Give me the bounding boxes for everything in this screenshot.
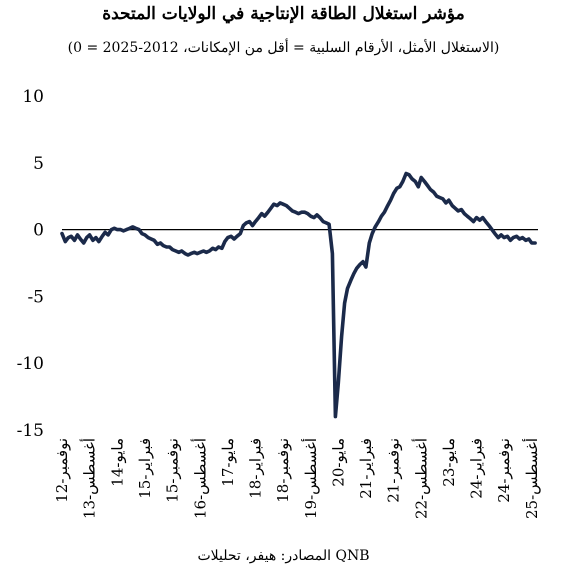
x-tick-label: مايو-20 xyxy=(329,438,347,487)
chart-title: مؤشر استغلال الطاقة الإنتاجية في الولايا… xyxy=(102,4,465,24)
x-tick-label: نوفمبر-24 xyxy=(495,438,513,503)
y-axis: 10 5 0 -5 -10 -15 xyxy=(17,87,44,441)
x-tick-label: أغسطس-19 xyxy=(301,438,320,519)
x-tick-label: فبراير-24 xyxy=(468,438,486,499)
x-tick-label: أغسطس-16 xyxy=(190,438,209,519)
x-tick-label: أغسطس-22 xyxy=(411,438,430,519)
x-tick-label: فبراير-15 xyxy=(136,438,154,499)
x-tick-label: مايو-23 xyxy=(440,438,458,487)
y-tick-label: 0 xyxy=(33,221,44,241)
x-tick-label: مايو-17 xyxy=(219,438,237,487)
x-tick-label: نوفمبر-12 xyxy=(53,438,71,503)
x-tick-label: فبراير-21 xyxy=(357,438,375,499)
x-tick-label: نوفمبر-18 xyxy=(274,438,292,503)
chart-subtitle: (0 = الاستغلال الأمثل، الأرقام السلبية =… xyxy=(67,40,500,56)
y-tick-label: -10 xyxy=(17,354,44,374)
y-tick-label: 10 xyxy=(22,87,44,107)
x-axis: نوفمبر-12 أغسطس-13 مايو-14 فبراير-15 نوفمبر-… xyxy=(53,438,541,519)
x-tick-label: فبراير-18 xyxy=(247,438,265,499)
y-tick-label: -15 xyxy=(17,421,44,441)
x-tick-label: نوفمبر-21 xyxy=(385,438,403,503)
chart-source: المصادر: هيفر، تحليلات QNB xyxy=(197,548,370,564)
y-tick-label: 5 xyxy=(33,154,44,174)
series-layer xyxy=(60,171,537,419)
x-tick-label: أغسطس-13 xyxy=(80,438,99,519)
x-tick-label: مايو-14 xyxy=(108,438,126,487)
x-tick-label: نوفمبر-15 xyxy=(164,438,182,503)
x-tick-label: أغسطس-25 xyxy=(522,438,541,519)
y-tick-label: -5 xyxy=(27,287,44,307)
series-line xyxy=(60,171,537,419)
